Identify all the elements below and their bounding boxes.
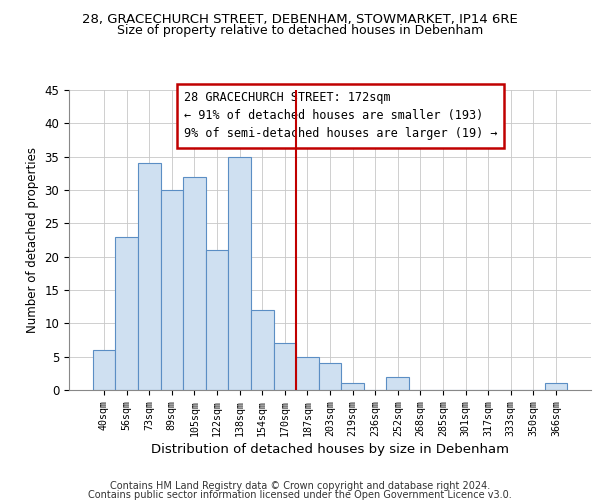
Bar: [93, 350, 115, 390]
Bar: [251, 310, 274, 390]
Bar: [274, 344, 296, 390]
Bar: [115, 236, 138, 390]
Text: 28, GRACECHURCH STREET, DEBENHAM, STOWMARKET, IP14 6RE: 28, GRACECHURCH STREET, DEBENHAM, STOWMA…: [82, 12, 518, 26]
Bar: [229, 156, 251, 390]
Bar: [183, 176, 206, 390]
Bar: [386, 376, 409, 390]
Y-axis label: Number of detached properties: Number of detached properties: [26, 147, 39, 333]
Text: Contains HM Land Registry data © Crown copyright and database right 2024.: Contains HM Land Registry data © Crown c…: [110, 481, 490, 491]
X-axis label: Distribution of detached houses by size in Debenham: Distribution of detached houses by size …: [151, 442, 509, 456]
Bar: [161, 190, 183, 390]
Bar: [545, 384, 567, 390]
Bar: [206, 250, 229, 390]
Bar: [138, 164, 161, 390]
Bar: [341, 384, 364, 390]
Text: 28 GRACECHURCH STREET: 172sqm
← 91% of detached houses are smaller (193)
9% of s: 28 GRACECHURCH STREET: 172sqm ← 91% of d…: [184, 92, 497, 140]
Text: Contains public sector information licensed under the Open Government Licence v3: Contains public sector information licen…: [88, 490, 512, 500]
Text: Size of property relative to detached houses in Debenham: Size of property relative to detached ho…: [117, 24, 483, 37]
Bar: [319, 364, 341, 390]
Bar: [296, 356, 319, 390]
